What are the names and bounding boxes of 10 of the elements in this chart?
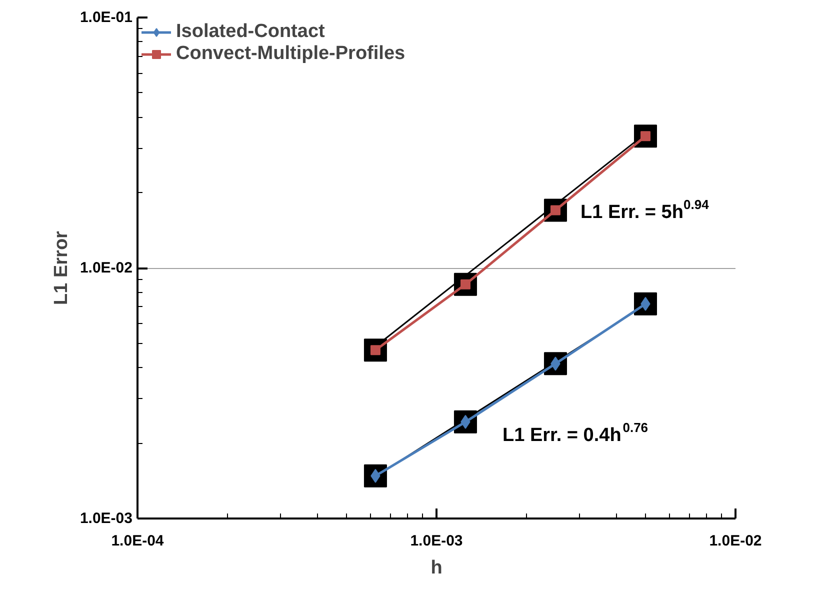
legend-label: Isolated-Contact — [176, 21, 325, 43]
x-tick-label: 1.0E-03 — [410, 532, 463, 550]
y-tick-label: 1.0E-03 — [80, 510, 133, 527]
legend-label: Convect-Multiple-Profiles — [176, 43, 406, 65]
y-tick-label: 1.0E-01 — [80, 9, 133, 26]
x-tick-label: 1.0E-02 — [709, 532, 762, 550]
y-tick-label: 1.0E-02 — [80, 260, 133, 276]
y-axis-title: L1 Error — [50, 230, 72, 305]
x-tick-label: 1.0E-04 — [111, 532, 164, 550]
x-axis-title: h — [430, 558, 442, 578]
